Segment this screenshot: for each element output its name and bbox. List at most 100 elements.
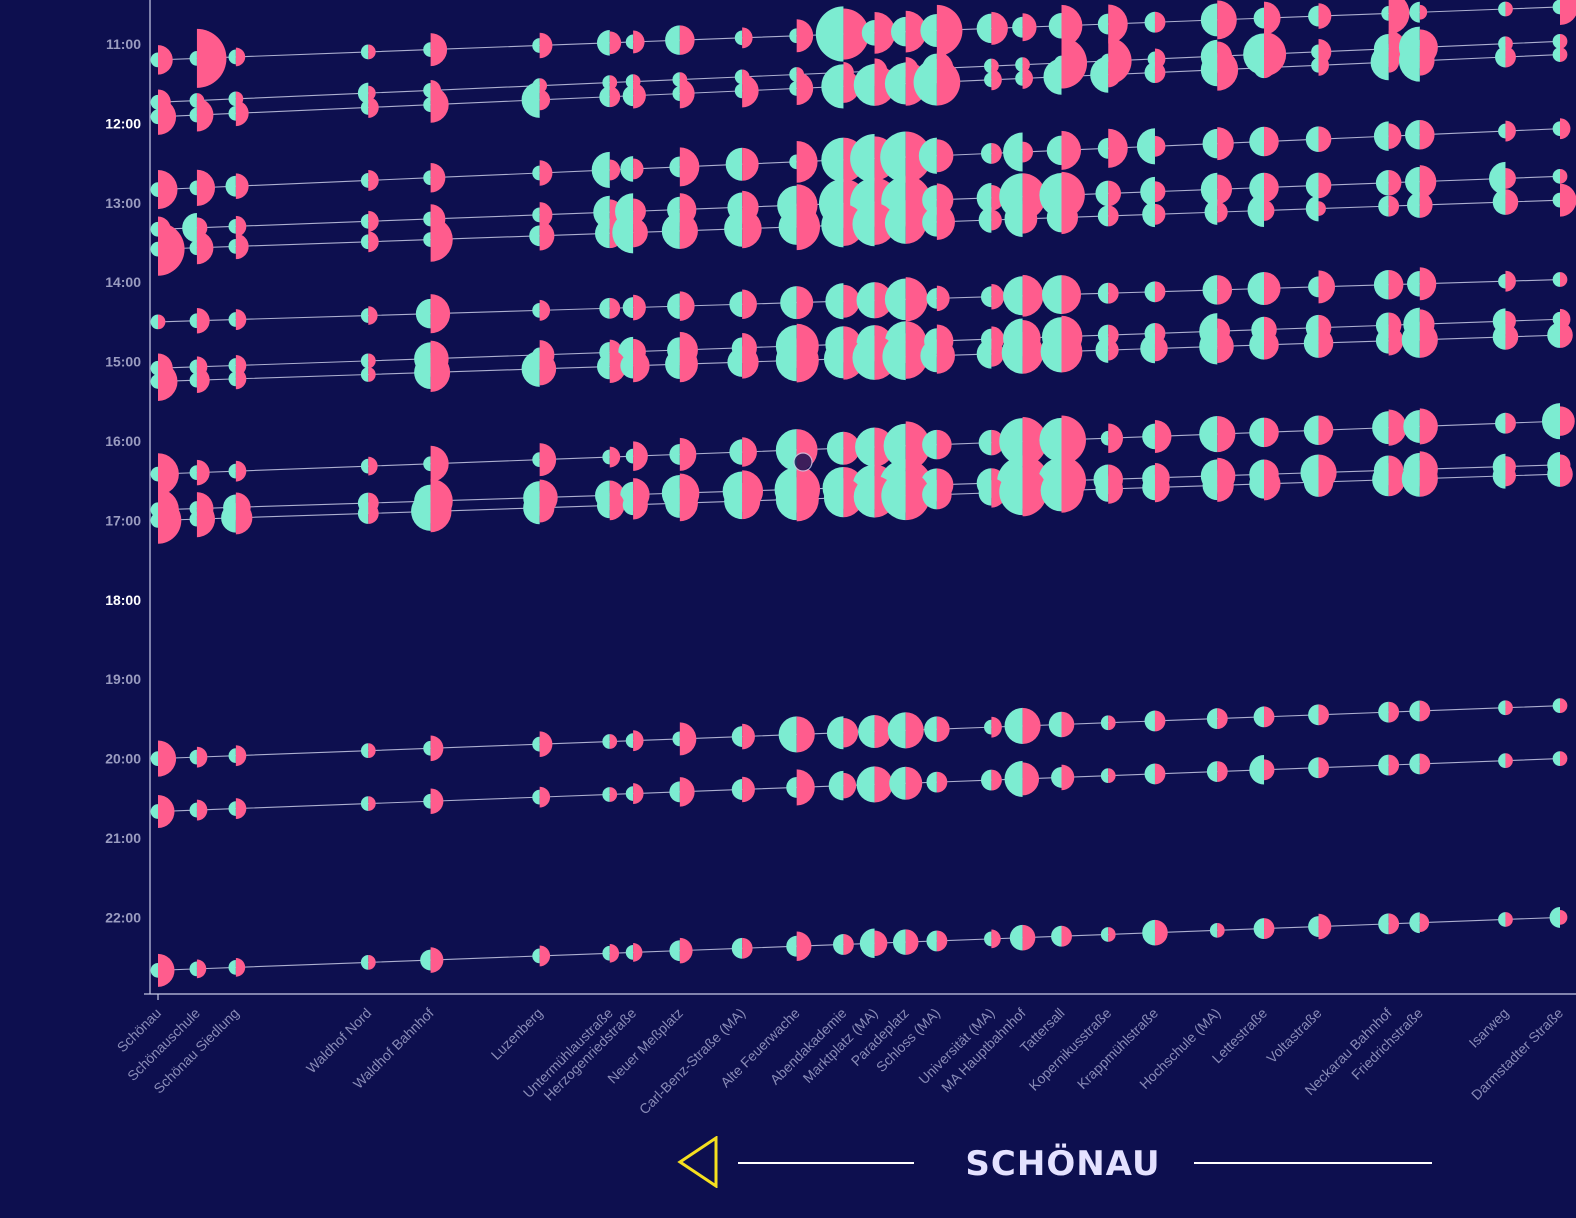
alighting-mark[interactable] xyxy=(976,183,992,213)
boarding-mark[interactable] xyxy=(539,786,551,808)
alighting-mark[interactable] xyxy=(724,210,743,247)
alighting-mark[interactable] xyxy=(228,91,236,107)
alighting-mark[interactable] xyxy=(532,452,540,468)
boarding-mark[interactable] xyxy=(991,11,1008,45)
boarding-mark[interactable] xyxy=(430,947,444,973)
alighting-mark[interactable] xyxy=(1249,417,1265,448)
alighting-mark[interactable] xyxy=(731,779,743,800)
alighting-mark[interactable] xyxy=(852,335,875,380)
boarding-mark[interactable] xyxy=(742,776,755,803)
boarding-mark[interactable] xyxy=(1388,123,1402,149)
boarding-mark[interactable] xyxy=(430,162,446,193)
boarding-mark[interactable] xyxy=(1022,204,1038,234)
alighting-mark[interactable] xyxy=(360,100,369,115)
boarding-mark[interactable] xyxy=(633,158,644,180)
boarding-mark[interactable] xyxy=(430,352,451,392)
boarding-mark[interactable] xyxy=(235,233,249,260)
boarding-mark[interactable] xyxy=(1264,271,1281,305)
alighting-mark[interactable] xyxy=(532,789,540,805)
alighting-mark[interactable] xyxy=(778,716,797,753)
boarding-mark[interactable] xyxy=(796,19,814,53)
boarding-mark[interactable] xyxy=(633,294,646,321)
alighting-mark[interactable] xyxy=(1303,415,1319,446)
boarding-mark[interactable] xyxy=(1388,701,1400,723)
boarding-mark[interactable] xyxy=(1560,322,1573,348)
boarding-mark[interactable] xyxy=(1061,130,1082,170)
alighting-mark[interactable] xyxy=(1136,128,1155,165)
boarding-mark[interactable] xyxy=(633,783,644,805)
boarding-mark[interactable] xyxy=(905,929,919,955)
boarding-mark[interactable] xyxy=(679,25,695,55)
boarding-mark[interactable] xyxy=(368,170,379,191)
alighting-mark[interactable] xyxy=(414,355,431,389)
alighting-mark[interactable] xyxy=(727,347,743,377)
alighting-mark[interactable] xyxy=(789,154,797,170)
alighting-mark[interactable] xyxy=(920,339,937,373)
alighting-mark[interactable] xyxy=(1209,922,1218,938)
alighting-mark[interactable] xyxy=(189,511,197,527)
boarding-mark[interactable] xyxy=(1217,329,1234,363)
alighting-mark[interactable] xyxy=(189,51,197,66)
boarding-mark[interactable] xyxy=(1108,927,1116,942)
boarding-mark[interactable] xyxy=(158,222,185,276)
alighting-mark[interactable] xyxy=(360,743,369,759)
alighting-mark[interactable] xyxy=(789,28,797,44)
boarding-mark[interactable] xyxy=(1154,710,1166,732)
alighting-mark[interactable] xyxy=(855,427,875,467)
boarding-mark[interactable] xyxy=(1264,172,1279,203)
boarding-mark[interactable] xyxy=(1318,54,1329,76)
boarding-mark[interactable] xyxy=(1061,4,1083,47)
alighting-mark[interactable] xyxy=(532,38,540,53)
alighting-mark[interactable] xyxy=(880,131,906,183)
boarding-mark[interactable] xyxy=(235,798,247,820)
alighting-mark[interactable] xyxy=(1498,912,1506,927)
boarding-mark[interactable] xyxy=(368,44,376,60)
boarding-mark[interactable] xyxy=(1022,332,1044,374)
boarding-mark[interactable] xyxy=(609,86,621,108)
alighting-mark[interactable] xyxy=(602,75,610,90)
alighting-mark[interactable] xyxy=(150,804,158,819)
alighting-mark[interactable] xyxy=(734,69,743,85)
alighting-mark[interactable] xyxy=(789,81,797,96)
boarding-mark[interactable] xyxy=(1388,754,1400,776)
alighting-mark[interactable] xyxy=(1308,704,1319,726)
boarding-mark[interactable] xyxy=(991,142,1002,164)
alighting-mark[interactable] xyxy=(423,740,431,756)
boarding-mark[interactable] xyxy=(235,47,246,67)
alighting-mark[interactable] xyxy=(1100,927,1109,942)
alighting-mark[interactable] xyxy=(1552,33,1560,49)
boarding-mark[interactable] xyxy=(368,231,379,253)
alighting-mark[interactable] xyxy=(1305,172,1319,199)
boarding-mark[interactable] xyxy=(1108,128,1128,168)
alighting-mark[interactable] xyxy=(1378,754,1389,776)
boarding-mark[interactable] xyxy=(742,27,753,49)
alighting-mark[interactable] xyxy=(1488,161,1506,195)
alighting-mark[interactable] xyxy=(856,766,875,803)
alighting-mark[interactable] xyxy=(625,448,634,464)
boarding-mark[interactable] xyxy=(368,503,379,524)
alighting-mark[interactable] xyxy=(150,109,158,125)
boarding-mark[interactable] xyxy=(796,716,815,753)
alighting-mark[interactable] xyxy=(669,443,680,465)
alighting-mark[interactable] xyxy=(780,286,797,320)
alighting-mark[interactable] xyxy=(1046,135,1062,166)
alighting-mark[interactable] xyxy=(625,733,634,749)
alighting-mark[interactable] xyxy=(423,170,431,186)
boarding-mark[interactable] xyxy=(679,346,698,383)
boarding-mark[interactable] xyxy=(1154,919,1168,946)
alighting-mark[interactable] xyxy=(596,353,610,380)
boarding-mark[interactable] xyxy=(1505,189,1519,215)
boarding-mark[interactable] xyxy=(158,497,182,544)
boarding-mark[interactable] xyxy=(368,210,379,232)
boarding-mark[interactable] xyxy=(874,766,893,803)
boarding-mark[interactable] xyxy=(609,31,622,55)
alighting-mark[interactable] xyxy=(1552,0,1560,15)
alighting-mark[interactable] xyxy=(984,72,992,88)
boarding-mark[interactable] xyxy=(1388,0,1410,35)
boarding-mark[interactable] xyxy=(1318,415,1334,446)
alighting-mark[interactable] xyxy=(1372,463,1389,497)
boarding-mark[interactable] xyxy=(196,169,216,206)
alighting-mark[interactable] xyxy=(850,133,875,183)
alighting-mark[interactable] xyxy=(1547,322,1560,348)
boarding-mark[interactable] xyxy=(991,929,1001,949)
